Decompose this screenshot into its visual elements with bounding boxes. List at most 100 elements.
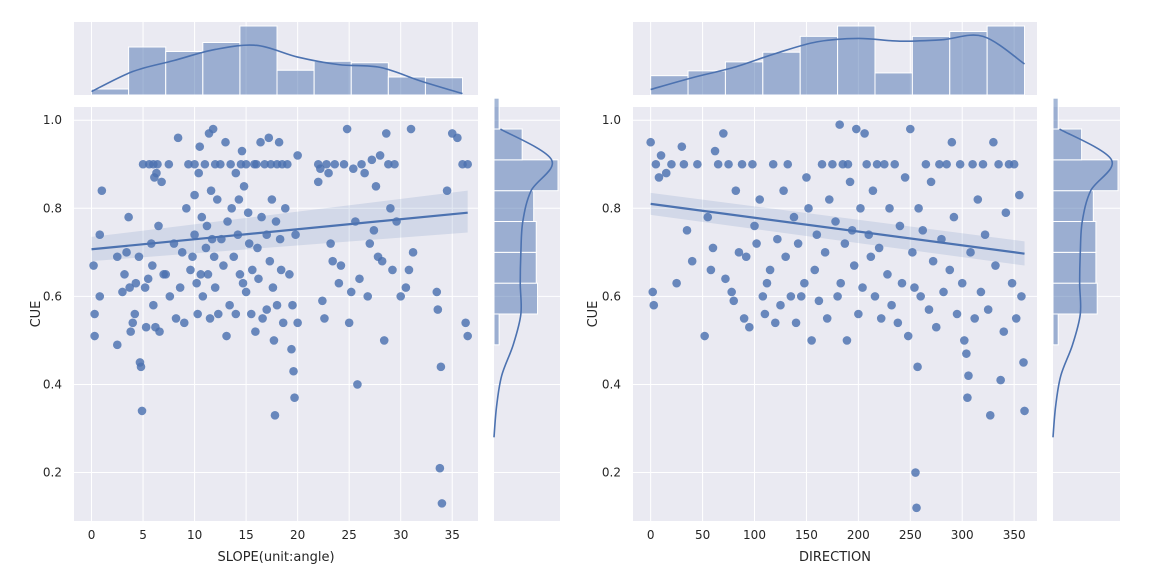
scatter-point [267, 195, 277, 204]
scatter-point [783, 159, 793, 169]
scatter-point [203, 270, 213, 279]
scatter-point [280, 203, 290, 213]
scatter-point [257, 212, 266, 222]
scatter-point [386, 203, 395, 213]
y-tick-label: 0.6 [43, 289, 62, 303]
scatter-point [229, 252, 239, 262]
scatter-point [194, 168, 204, 178]
x-tick-label: 0 [88, 528, 96, 542]
scatter-point [952, 309, 962, 319]
y-tick-label: 0.2 [602, 466, 621, 480]
scatter-point [908, 248, 917, 257]
scatter-point [963, 393, 972, 402]
scatter-point [275, 234, 285, 244]
scatter-point [911, 468, 920, 477]
scatter-point [931, 322, 941, 332]
scatter-point [241, 287, 251, 297]
scatter-point [945, 265, 955, 275]
regression-confidence-band [91, 190, 468, 262]
scatter-point [999, 327, 1009, 336]
scatter-point [192, 278, 201, 288]
scatter-point [856, 203, 865, 213]
scatter-point [289, 366, 298, 376]
scatter-point [363, 292, 373, 301]
scatter-point [148, 261, 157, 270]
scatter-point [246, 309, 256, 319]
scatter-point [432, 287, 442, 297]
scatter-point [268, 283, 278, 292]
scatter-point [209, 252, 219, 262]
right-histogram-bar [493, 190, 535, 223]
scatter-point [90, 309, 99, 319]
scatter-point [152, 168, 161, 178]
scatter-point [247, 265, 257, 275]
scatter-point [828, 159, 837, 169]
scatter-point [177, 248, 187, 257]
top-histogram-bar [650, 75, 689, 96]
scatter-point [318, 296, 327, 306]
right-histogram-bar [493, 221, 537, 253]
scatter-point [155, 327, 164, 336]
top-histogram-bar [762, 51, 801, 96]
right-histogram-bar [493, 282, 539, 315]
scatter-point [1015, 190, 1024, 200]
top-histogram-bar [911, 35, 951, 96]
scatter-point [112, 340, 122, 350]
scatter-point [89, 261, 98, 270]
scatter-point [125, 283, 134, 292]
regression-line [91, 211, 468, 251]
scatter-point [188, 252, 197, 262]
scatter-point [773, 234, 782, 244]
scatter-point [651, 159, 661, 169]
scatter-point [290, 393, 299, 402]
scatter-point [729, 296, 739, 306]
scatter-point [179, 318, 189, 328]
scatter-point [776, 300, 785, 310]
x-tick-label: 20 [290, 528, 305, 542]
scatter-point [353, 380, 362, 389]
scatter-point [1007, 278, 1017, 288]
y-tick-label: 0.2 [43, 466, 62, 480]
scatter-point [996, 375, 1005, 385]
x-tick-label: 350 [1003, 528, 1026, 542]
scatter-point [134, 252, 144, 262]
scatter-point [453, 133, 462, 143]
top-kde-curve [91, 44, 463, 95]
scatter-point [124, 212, 133, 222]
scatter-point [874, 243, 884, 253]
x-axis-label: DIRECTION [799, 550, 871, 565]
scatter-point [693, 159, 702, 169]
scatter-point [266, 159, 276, 169]
scatter-point [858, 283, 867, 292]
scatter-point [994, 159, 1003, 169]
scatter-point [165, 292, 175, 301]
y-tick-label: 0.4 [602, 377, 621, 391]
right-histogram-bar [493, 128, 523, 161]
scatter-point [222, 331, 231, 341]
scatter-point [985, 410, 995, 420]
x-tick-label: 15 [238, 528, 253, 542]
scatter-point [95, 292, 105, 301]
scatter-point [442, 186, 452, 195]
top-histogram-bar [724, 61, 764, 96]
scatter-point [157, 177, 166, 187]
scatter-point [346, 287, 356, 297]
scatter-point [212, 195, 222, 204]
scatter-point [272, 300, 282, 310]
scatter-point [748, 159, 757, 169]
scatter-point [893, 318, 903, 328]
scatter-point [842, 336, 852, 345]
scatter-point [388, 265, 397, 275]
scatter-point [793, 239, 803, 248]
scatter-point [949, 212, 959, 222]
right-histogram-bar [1052, 251, 1097, 284]
scatter-point [223, 217, 232, 226]
right-histogram-bar [1052, 159, 1119, 192]
scatter-point [260, 159, 269, 169]
scatter-point [885, 203, 894, 213]
scatter-point [235, 270, 245, 279]
scatter-point [390, 159, 399, 169]
scatter-point [876, 314, 886, 323]
scatter-point [213, 309, 223, 319]
scatter-point [136, 362, 146, 372]
